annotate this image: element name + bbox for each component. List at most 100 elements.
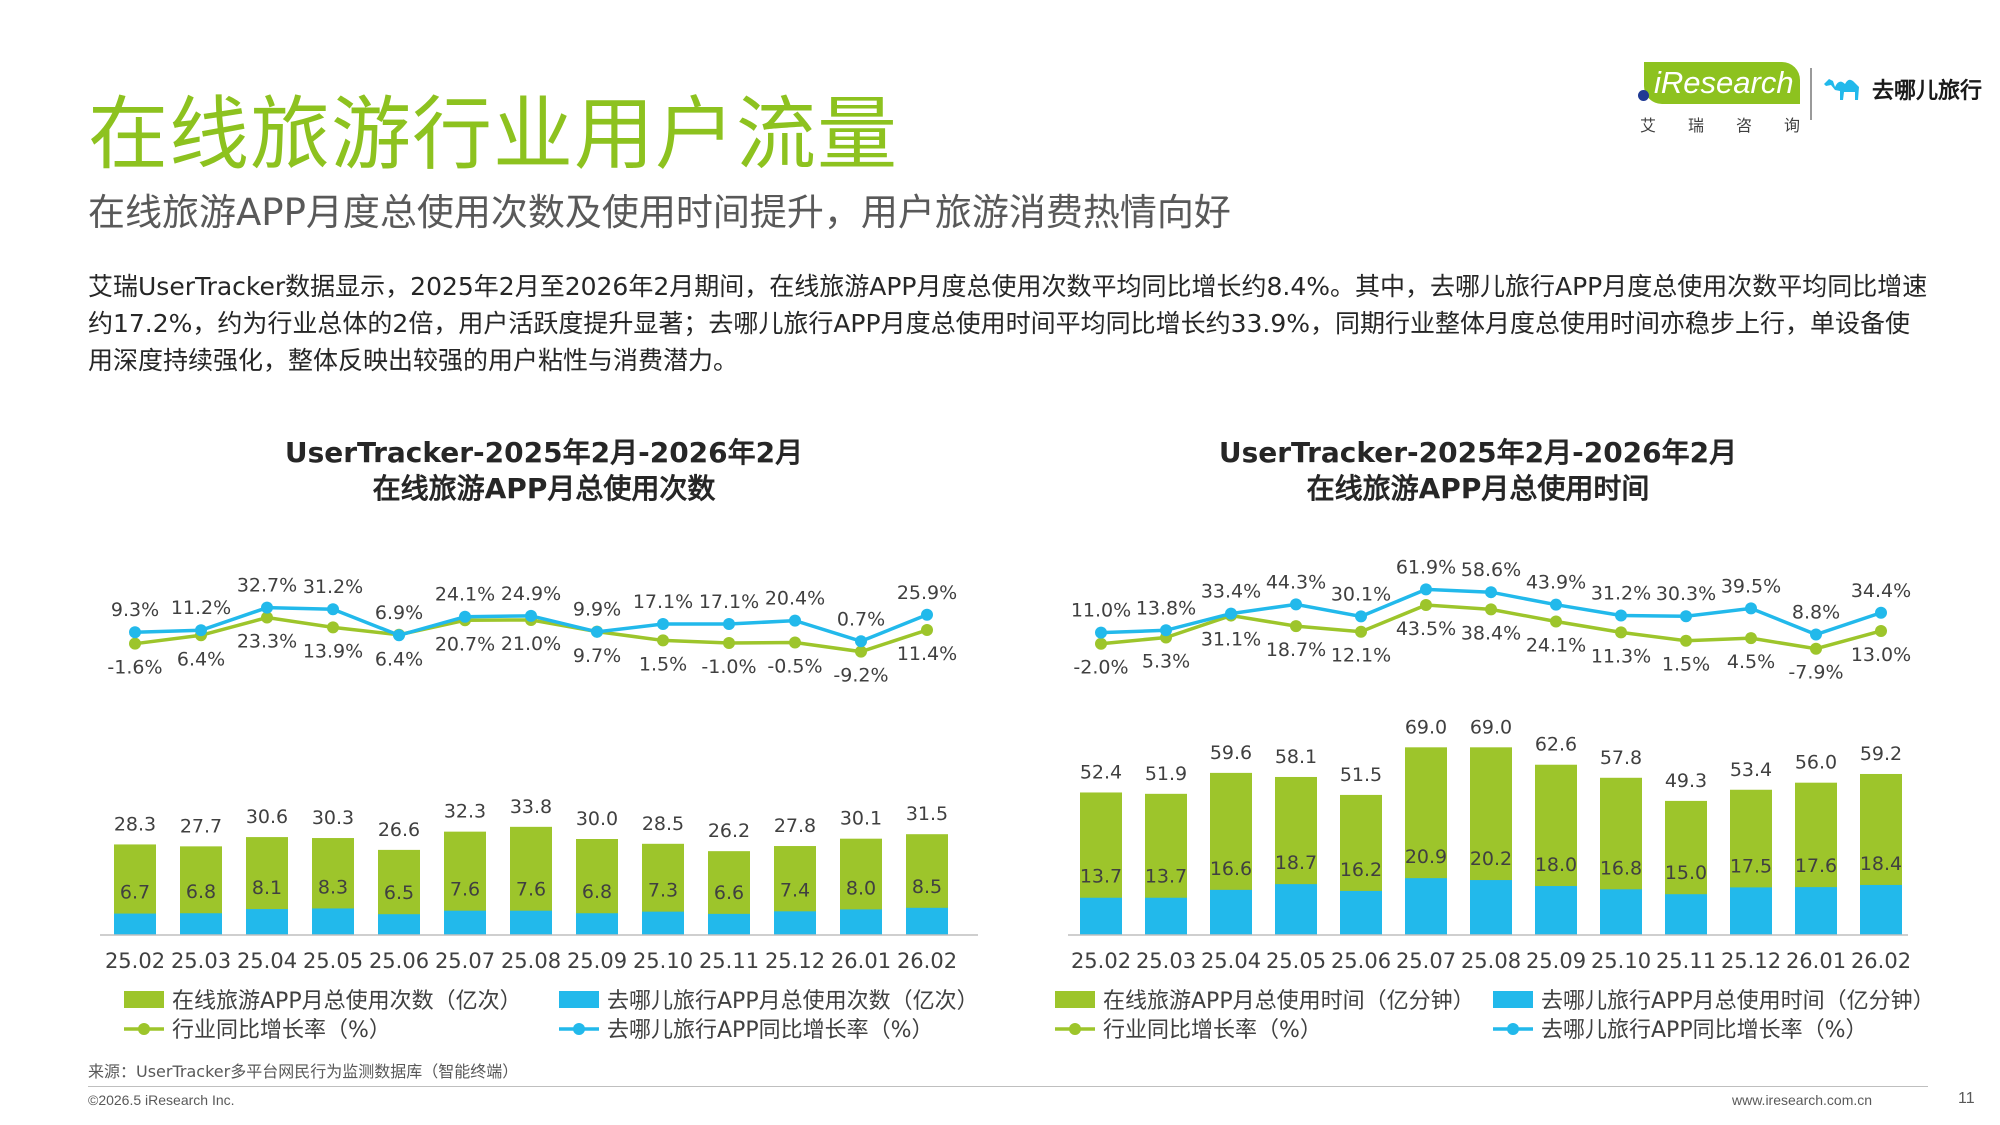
bar-inner-label: 16.8 (1600, 857, 1642, 879)
x-tick-label: 25.07 (1396, 949, 1456, 973)
iresearch-cn-char: 瑞 (1687, 116, 1704, 135)
camel-icon (1824, 79, 1859, 100)
line-qunar-point (591, 625, 603, 638)
line-industry-point (789, 636, 801, 649)
x-tick-label: 26.02 (897, 949, 957, 973)
legend-label: 在线旅游APP月总使用时间（亿分钟） (1103, 989, 1475, 1014)
line-industry-point (1485, 603, 1497, 616)
line-industry-point (1355, 625, 1367, 638)
line-industry-point (1875, 624, 1887, 637)
line-value-label-upper: 44.3% (1266, 571, 1326, 593)
line-value-label-upper: 11.2% (171, 597, 231, 619)
line-industry-point (855, 645, 867, 658)
bar-inner-label: 16.6 (1210, 858, 1252, 880)
bar-inner-label: 8.5 (912, 876, 942, 898)
bar-inner-label: 7.4 (780, 879, 810, 901)
line-value-label-lower: 11.4% (897, 643, 957, 665)
bar-qunar (1405, 878, 1447, 935)
iresearch-logo-text: iResearch (1654, 65, 1794, 100)
line-value-label-upper: 30.1% (1331, 583, 1391, 605)
line-qunar-point (1615, 609, 1627, 622)
line-value-label-lower: -0.5% (767, 656, 822, 678)
legend-swatch-point (1507, 1023, 1519, 1035)
page-number: 11 (1958, 1090, 1975, 1107)
line-qunar-point (1875, 606, 1887, 619)
bar-qunar (1470, 880, 1512, 935)
line-value-label-lower: 5.3% (1142, 650, 1190, 672)
bar-value-label: 27.7 (180, 815, 222, 837)
x-tick-label: 26.02 (1851, 949, 1911, 973)
x-tick-label: 25.04 (237, 949, 297, 973)
line-value-label-upper: 9.3% (111, 599, 159, 621)
bar-qunar (114, 913, 156, 935)
legend-swatch-bar (124, 991, 164, 1008)
bar-qunar (1145, 897, 1187, 935)
logo-divider (1810, 68, 1812, 120)
bar-value-label: 30.3 (312, 807, 354, 829)
bar-inner-label: 18.4 (1860, 853, 1902, 875)
bar-inner-label: 7.6 (450, 879, 480, 901)
bar-value-label: 30.0 (576, 808, 618, 830)
line-value-label-lower: -9.2% (833, 665, 888, 687)
line-qunar-point (393, 629, 405, 642)
bar-inner-label: 6.5 (384, 882, 414, 904)
line-industry-point (657, 634, 669, 647)
bar-qunar (1340, 890, 1382, 935)
line-qunar-point (1420, 583, 1432, 596)
bar-value-label: 69.0 (1470, 716, 1512, 738)
bar-inner-label: 6.8 (582, 881, 612, 903)
x-tick-label: 25.08 (501, 949, 561, 973)
x-tick-label: 25.04 (1201, 949, 1261, 973)
line-industry-point (1420, 599, 1432, 612)
bar-qunar (1730, 887, 1772, 935)
bar-value-label: 58.1 (1275, 746, 1317, 768)
line-value-label-lower: 1.5% (1662, 654, 1710, 676)
line-value-label-upper: 39.5% (1721, 575, 1781, 597)
bar-qunar (642, 911, 684, 935)
bar-qunar (1665, 894, 1707, 935)
line-value-label-upper: 31.2% (1591, 582, 1651, 604)
legend-label: 行业同比增长率（%） (172, 1018, 391, 1043)
iresearch-logo: iResearch 艾 瑞 咨 询 (1632, 62, 1802, 135)
legend-label: 去哪儿旅行APP同比增长率（%） (607, 1018, 934, 1043)
line-value-label-lower: -7.9% (1788, 662, 1843, 684)
website-link[interactable]: www.iresearch.com.cn (1732, 1092, 1873, 1108)
x-tick-label: 26.01 (831, 949, 891, 973)
x-tick-label: 25.06 (1331, 949, 1391, 973)
bar-qunar (510, 910, 552, 935)
chart-title: UserTracker-2025年2月-2026年2月 (1219, 436, 1737, 469)
x-tick-label: 25.08 (1461, 949, 1521, 973)
x-tick-label: 25.11 (699, 949, 759, 973)
legend-swatch-bar (1493, 991, 1533, 1008)
x-tick-label: 25.06 (369, 949, 429, 973)
bar-qunar (1080, 897, 1122, 935)
line-industry-point (1095, 637, 1107, 650)
line-qunar-point (1095, 626, 1107, 639)
bar-qunar (576, 913, 618, 935)
line-value-label-lower: 38.4% (1461, 622, 1521, 644)
bar-value-label: 62.6 (1535, 734, 1577, 756)
bar-inner-label: 17.5 (1730, 855, 1772, 877)
bar-value-label: 52.4 (1080, 761, 1122, 783)
bar-inner-label: 16.2 (1340, 859, 1382, 881)
bar-qunar (246, 909, 288, 935)
bar-value-label: 30.6 (246, 806, 288, 828)
x-tick-label: 25.12 (1721, 949, 1781, 973)
line-value-label-lower: 6.4% (177, 648, 225, 670)
bar-qunar (1275, 884, 1317, 935)
line-value-label-lower: 13.0% (1851, 644, 1911, 666)
line-value-label-lower: 43.5% (1396, 618, 1456, 640)
line-value-label-upper: 24.9% (501, 583, 561, 605)
x-tick-label: 25.10 (633, 949, 693, 973)
bar-value-label: 33.8 (510, 796, 552, 818)
iresearch-badge (1644, 62, 1800, 104)
bar-value-label: 57.8 (1600, 747, 1642, 769)
line-value-label-upper: 9.9% (573, 599, 621, 621)
iresearch-cn-char: 咨 (1735, 116, 1752, 135)
line-value-label-lower: 18.7% (1266, 639, 1326, 661)
line-qunar-point (1160, 624, 1172, 637)
bar-inner-label: 6.7 (120, 882, 150, 904)
line-qunar-point (1485, 586, 1497, 599)
line-qunar-point (855, 635, 867, 648)
